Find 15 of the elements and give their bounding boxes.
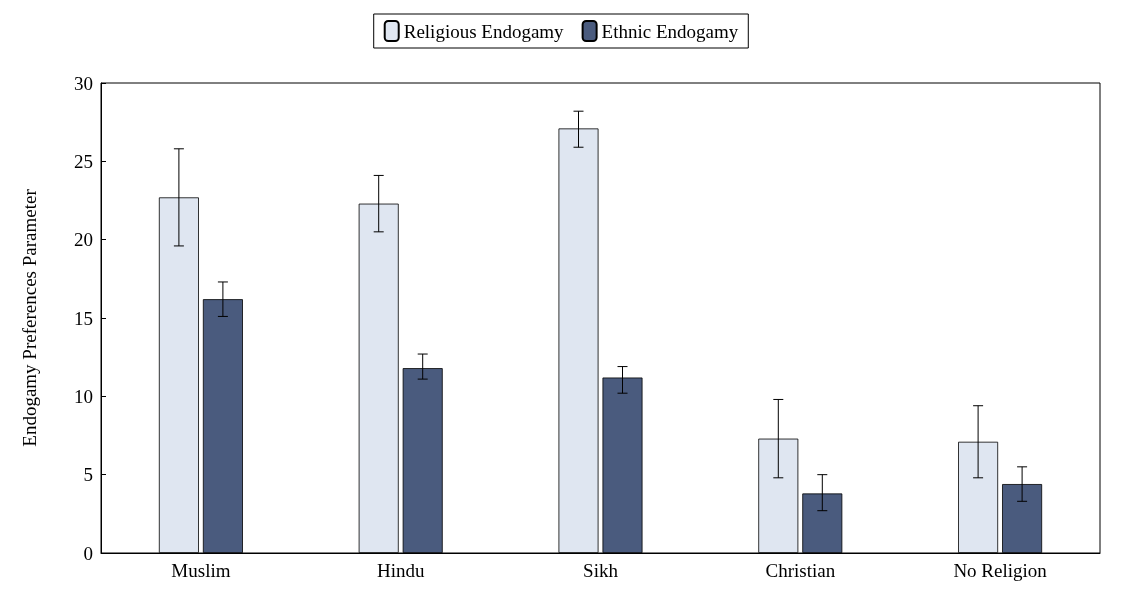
y-tick-label: 15 bbox=[74, 307, 93, 329]
y-tick-label: 20 bbox=[74, 229, 93, 251]
y-axis-title: Endogamy Preferences Parameter bbox=[19, 188, 40, 447]
y-tick-label: 25 bbox=[74, 150, 93, 172]
x-tick-label: Sikh bbox=[583, 560, 619, 581]
legend-label: Religious Endogamy bbox=[403, 20, 565, 42]
y-tick-label: 0 bbox=[83, 542, 93, 564]
x-tick-label: Muslim bbox=[171, 560, 231, 581]
x-tick-label: Christian bbox=[765, 560, 836, 581]
legend-label: Ethnic Endogamy bbox=[601, 20, 739, 42]
x-tick-label: No Religion bbox=[953, 560, 1048, 581]
y-tick-label: 30 bbox=[74, 72, 93, 94]
x-tick-label: Hindu bbox=[376, 560, 425, 581]
y-tick-label: 10 bbox=[74, 385, 93, 407]
y-tick-label: 5 bbox=[83, 464, 93, 486]
